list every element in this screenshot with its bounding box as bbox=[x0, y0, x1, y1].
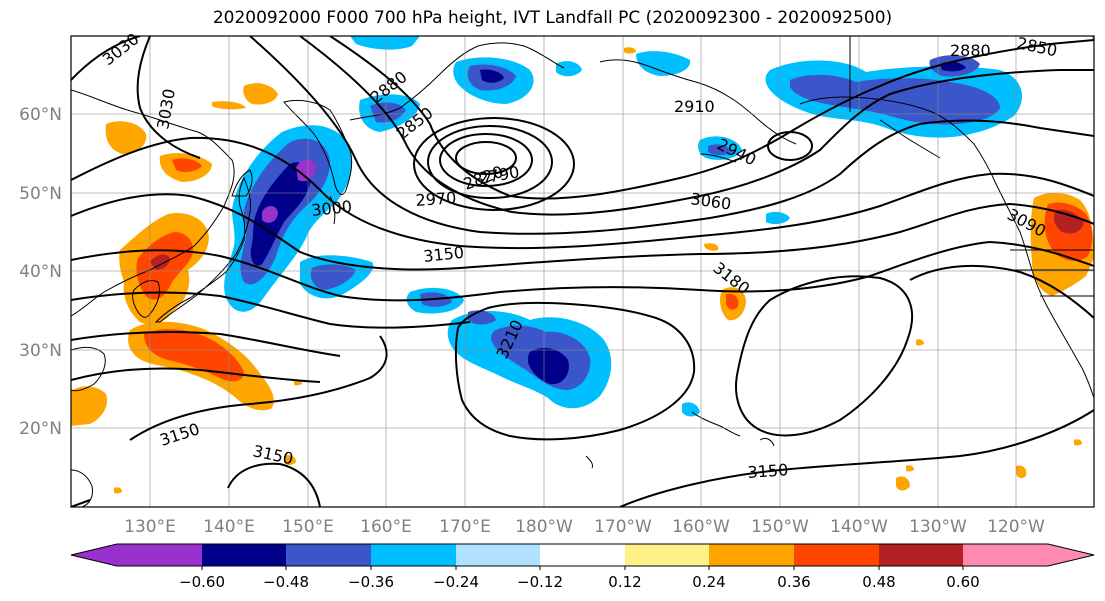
lat-label: 60°N bbox=[19, 105, 62, 125]
height-contours bbox=[71, 36, 1094, 507]
colorbar-segment bbox=[709, 544, 794, 566]
colorbar-extend-high bbox=[1048, 544, 1094, 566]
lon-label: 130°W bbox=[909, 517, 967, 537]
lon-label: 180°W bbox=[515, 517, 573, 537]
ivt-positive-east-asia bbox=[71, 47, 636, 426]
colorbar-segment bbox=[286, 544, 371, 566]
lon-label: 140°W bbox=[830, 517, 888, 537]
contour-label: 2910 bbox=[674, 97, 715, 116]
latitude-axis: 20°N 30°N 40°N 50°N 60°N bbox=[19, 105, 62, 439]
ivt-negative-alaska bbox=[453, 36, 1094, 160]
colorbar-segment bbox=[879, 544, 963, 566]
colorbar-tick-label: −0.60 bbox=[179, 573, 225, 591]
lon-label: 170°W bbox=[594, 517, 652, 537]
colorbar-segment bbox=[371, 544, 456, 566]
longitude-axis: 130°E 140°E 150°E 160°E 170°E 180°W 170°… bbox=[124, 517, 1045, 537]
lon-label: 150°E bbox=[282, 517, 334, 537]
colorbar-segment bbox=[963, 544, 1048, 566]
colorbar-tick-label: 0.48 bbox=[862, 573, 895, 591]
colorbar-tick-label: 0.36 bbox=[777, 573, 810, 591]
contour-label: 2970 bbox=[415, 188, 457, 210]
colorbar-segment bbox=[625, 544, 709, 566]
colorbar-tick-label: −0.24 bbox=[433, 573, 479, 591]
contour-label: 2880 bbox=[950, 41, 991, 60]
colorbar-segment bbox=[202, 544, 286, 566]
colorbar-tick-label: −0.12 bbox=[517, 573, 563, 591]
lat-label: 20°N bbox=[19, 419, 62, 439]
lon-label: 140°E bbox=[203, 517, 255, 537]
colorbar-segment bbox=[794, 544, 879, 566]
colorbar-segment bbox=[540, 544, 625, 566]
lat-label: 30°N bbox=[19, 341, 62, 361]
colorbar-tick-label: −0.48 bbox=[263, 573, 309, 591]
lon-label: 150°W bbox=[751, 517, 809, 537]
lon-label: 130°E bbox=[124, 517, 176, 537]
lon-label: 170°E bbox=[439, 517, 491, 537]
contour-label: 3000 bbox=[310, 197, 352, 220]
lon-label: 120°W bbox=[987, 517, 1045, 537]
colorbar-tick-label: 0.24 bbox=[692, 573, 725, 591]
figure-title: 2020092000 F000 700 hPa height, IVT Land… bbox=[212, 8, 893, 28]
colorbar-extend-low bbox=[71, 544, 117, 566]
colorbar-outline bbox=[70, 543, 1095, 567]
lat-label: 40°N bbox=[19, 262, 62, 282]
contour-label: 3150 bbox=[422, 243, 464, 266]
colorbar-tick-label: 0.60 bbox=[946, 573, 979, 591]
colorbar-tick-label: 0.12 bbox=[608, 573, 641, 591]
colorbar: −0.60 −0.48 −0.36 −0.24 −0.12 0.12 0.24 … bbox=[70, 543, 1095, 591]
colorbar-segment bbox=[456, 544, 540, 566]
lon-label: 160°E bbox=[360, 517, 412, 537]
colorbar-tick-label: −0.36 bbox=[348, 573, 394, 591]
contour-label: 3150 bbox=[747, 460, 789, 482]
colorbar-segment bbox=[117, 544, 202, 566]
lon-label: 160°W bbox=[672, 517, 730, 537]
coastlines bbox=[71, 36, 1094, 507]
map-frame bbox=[70, 35, 1095, 508]
ivt-negative-central bbox=[406, 211, 790, 417]
lat-label: 50°N bbox=[19, 184, 62, 204]
